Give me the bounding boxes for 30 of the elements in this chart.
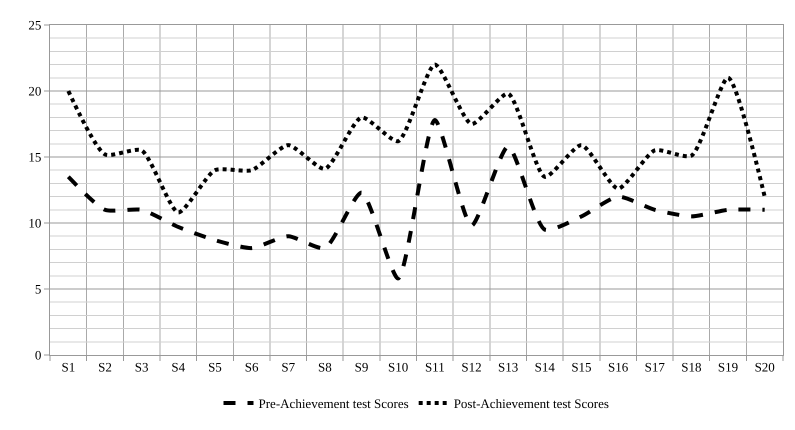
legend-label: Post-Achievement test Scores [454, 396, 609, 412]
x-tick-label: S9 [354, 360, 368, 375]
x-tick-label: S1 [61, 360, 76, 375]
x-tick-label: S14 [534, 360, 556, 375]
x-tick-label: S7 [281, 360, 296, 375]
y-tick-label: 15 [28, 150, 42, 165]
x-tick-label: S19 [718, 360, 738, 375]
y-tick-label: 0 [34, 348, 42, 363]
x-tick-label: S18 [681, 360, 702, 375]
x-tick-label: S2 [98, 360, 112, 375]
x-tick-label: S16 [608, 360, 629, 375]
y-tick-label: 10 [28, 216, 42, 231]
y-tick-label: 20 [28, 84, 42, 99]
x-tick-label: S11 [424, 360, 445, 375]
x-tick-label: S13 [498, 360, 518, 375]
x-tick-label: S5 [208, 360, 222, 375]
x-tick-label: S17 [644, 360, 666, 375]
x-tick-label: S20 [754, 360, 775, 375]
x-tick-label: S4 [171, 360, 186, 375]
x-tick-label: S12 [461, 360, 482, 375]
x-tick-label: S8 [318, 360, 332, 375]
x-tick-label: S10 [388, 360, 408, 375]
x-tick-label: S6 [244, 360, 259, 375]
line-series [66, 118, 767, 280]
legend-label: Pre-Achievement test Scores [258, 396, 409, 412]
line-series [66, 62, 767, 214]
x-tick-label: S3 [134, 360, 148, 375]
x-tick-label: S15 [571, 360, 592, 375]
y-tick-label: 25 [28, 18, 42, 33]
y-tick-label: 5 [34, 282, 42, 297]
